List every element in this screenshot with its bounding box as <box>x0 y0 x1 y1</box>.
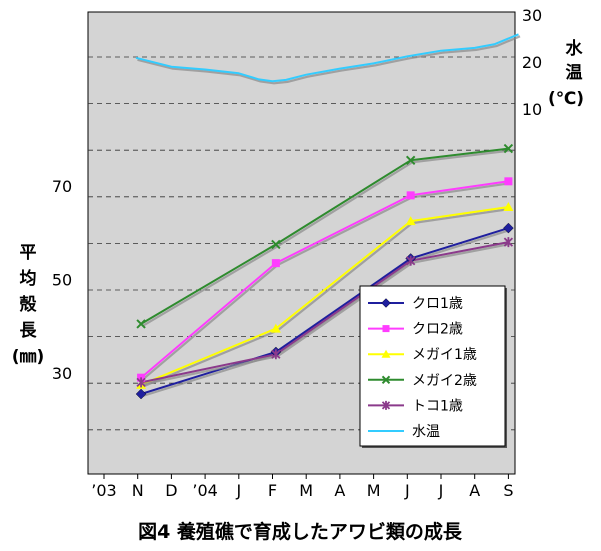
figure-caption: 図4 養殖礁で育成したアワビ類の成長 <box>138 520 463 543</box>
data-point <box>503 202 514 212</box>
data-point <box>406 191 415 200</box>
data-point <box>382 325 390 333</box>
y-left-title-char: 殻 <box>20 294 38 315</box>
y-right-title-char: 水 <box>566 38 584 59</box>
legend-entry-label: トコ1歳 <box>412 398 463 414</box>
legend-entry-label: クロ2歳 <box>412 322 463 338</box>
data-point <box>271 259 280 268</box>
data-point <box>381 298 391 308</box>
y-left-tick-label: 70 <box>52 177 72 196</box>
legend-entry-label: メガイ1歳 <box>412 347 477 363</box>
x-tick-label: J <box>404 481 410 500</box>
x-tick-label: ’04 <box>192 481 217 500</box>
y-left-tick-label: 50 <box>52 271 72 290</box>
y-right-title-unit: (℃) <box>548 89 584 109</box>
series-line <box>140 147 509 325</box>
y-left-tick-label: 30 <box>52 364 72 383</box>
y-left-title-char: 均 <box>20 268 37 289</box>
x-tick-label: ’03 <box>91 481 116 500</box>
x-tick-label: M <box>299 481 313 500</box>
legend-box <box>359 285 506 447</box>
x-tick-label: M <box>367 481 381 500</box>
series-shadow <box>142 149 511 327</box>
x-tick-label: F <box>268 481 277 500</box>
y-right-tick-label: 20 <box>522 53 542 72</box>
y-left-title-char: 平 <box>20 243 37 263</box>
y-right-tick-label: 30 <box>522 6 542 25</box>
series-line <box>140 206 509 386</box>
x-tick-label: A <box>334 481 345 500</box>
y-left-title-unit: (㎜) <box>12 347 45 367</box>
data-point <box>136 319 146 329</box>
series-shadow <box>141 182 511 381</box>
series-shadow <box>142 243 511 386</box>
data-point <box>270 323 281 333</box>
series-shadow <box>142 207 511 388</box>
series-line <box>140 180 509 379</box>
legend-entry-label: クロ1歳 <box>412 296 463 312</box>
series-shadow <box>137 35 521 85</box>
data-point <box>503 222 514 234</box>
x-tick-label: N <box>132 481 144 500</box>
data-point <box>503 237 514 248</box>
data-point <box>381 349 391 358</box>
data-point <box>503 143 514 154</box>
legend-entry-label: メガイ2歳 <box>412 373 477 389</box>
data-point <box>135 388 147 400</box>
series-line <box>140 241 509 384</box>
x-tick-label: D <box>165 481 177 500</box>
x-tick-label: S <box>503 481 513 500</box>
data-point <box>381 400 391 410</box>
data-point <box>271 349 281 360</box>
data-point <box>136 377 146 388</box>
x-tick-label: A <box>469 481 480 500</box>
data-point <box>504 177 513 186</box>
data-point <box>271 239 281 250</box>
data-point <box>406 255 416 266</box>
data-point <box>405 155 416 165</box>
series-line <box>135 33 519 83</box>
series-line <box>140 227 509 395</box>
y-right-title-char: 温 <box>566 63 583 83</box>
series-layer <box>135 33 521 398</box>
data-point <box>405 216 416 226</box>
x-tick-label: J <box>235 481 241 500</box>
x-tick-label: J <box>438 481 444 500</box>
y-left-title-char: 長 <box>20 321 38 341</box>
marker-layer <box>135 143 514 400</box>
legend-entry-label: 水温 <box>412 424 440 440</box>
y-right-tick-label: 10 <box>522 100 542 119</box>
data-point <box>381 375 391 385</box>
